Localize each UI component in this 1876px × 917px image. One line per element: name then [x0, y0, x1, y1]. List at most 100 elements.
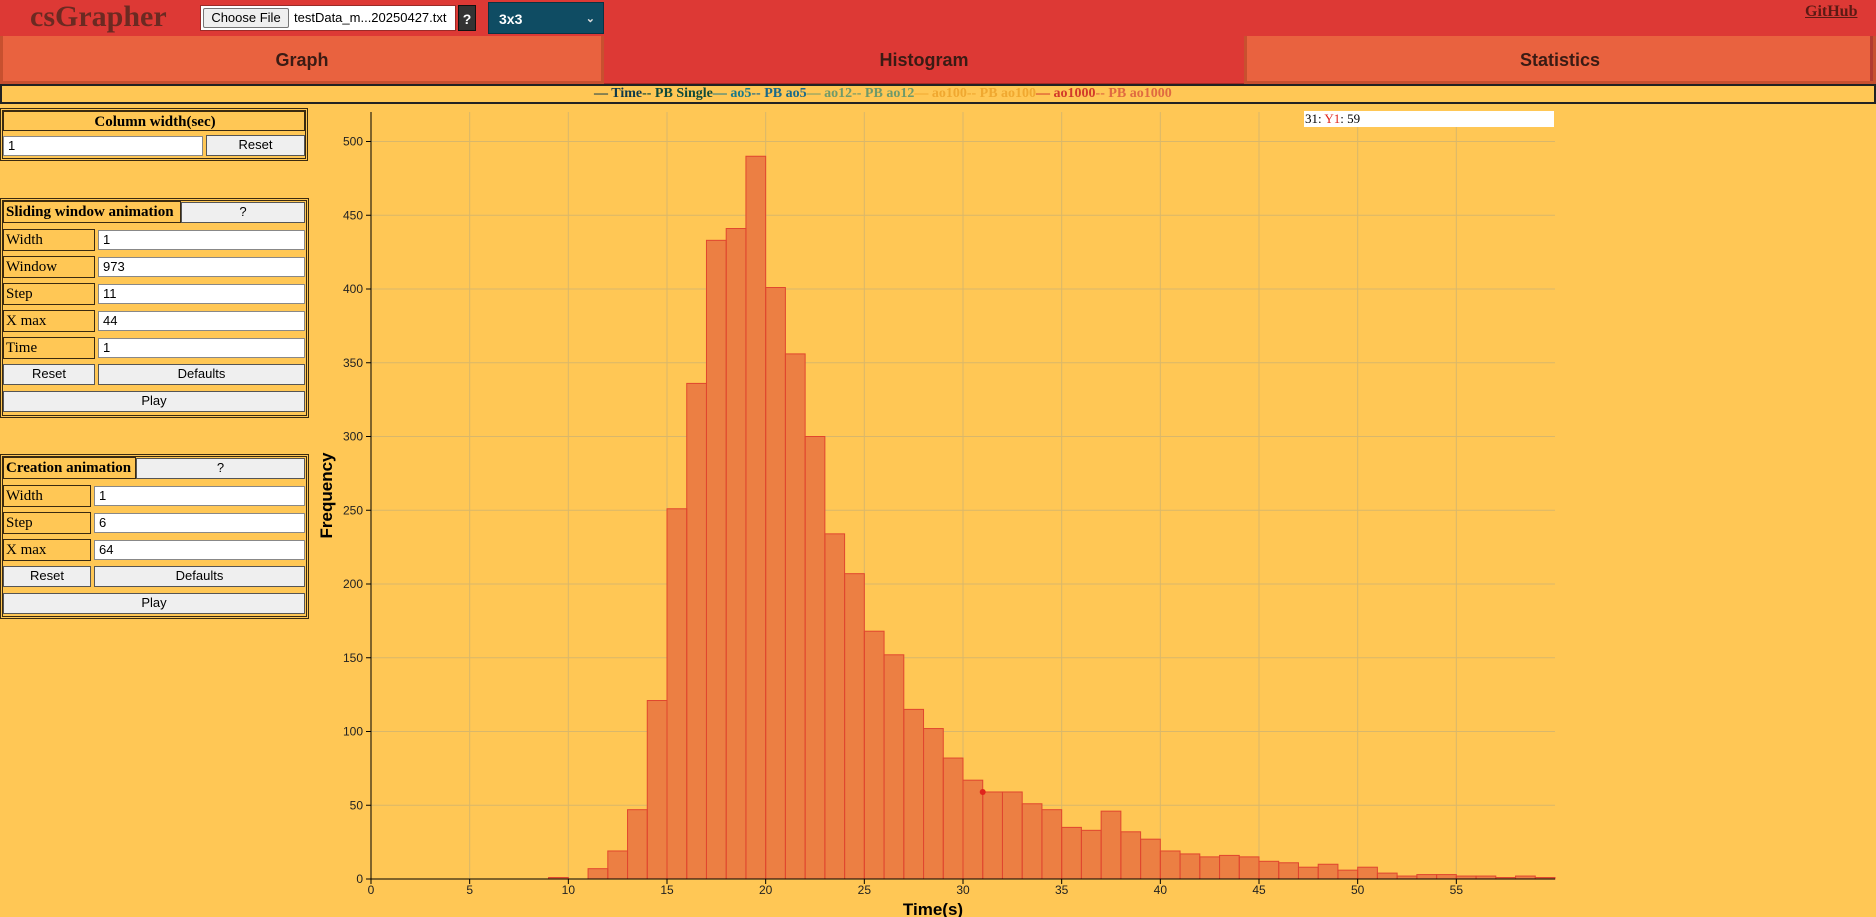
histogram-bar [765, 287, 786, 880]
tab-histogram[interactable]: Histogram [604, 36, 1244, 86]
sliding-reset-button[interactable]: Reset [3, 364, 95, 385]
histogram-bar [1001, 791, 1023, 880]
sliding-help-button[interactable]: ? [181, 202, 305, 223]
histogram-bar [942, 757, 964, 880]
legend-item: — ao5 [712, 86, 752, 101]
hover-sep: : [1318, 111, 1325, 126]
histogram-bar [1495, 877, 1517, 880]
column-width-reset-button[interactable]: Reset [206, 135, 305, 156]
histogram-bar [1297, 866, 1319, 880]
sliding-defaults-button[interactable]: Defaults [98, 364, 305, 385]
histogram-bar [1179, 853, 1201, 880]
y-tick-label: 150 [343, 651, 363, 665]
creation-defaults-button[interactable]: Defaults [94, 566, 305, 587]
legend-item: -- PB ao100 [966, 86, 1037, 101]
histogram-bar [962, 779, 984, 880]
histogram-bar [1041, 809, 1063, 880]
histogram-bar [1219, 854, 1240, 880]
sliding-width-label: Width [3, 229, 95, 251]
cube-size-select[interactable]: 3x3 ⌄ [488, 2, 604, 34]
hover-series: Y1 [1324, 111, 1341, 126]
sliding-window-label: Window [3, 256, 95, 278]
hover-x: 31 [1305, 111, 1318, 126]
histogram-bar [1120, 831, 1142, 880]
creation-help-button[interactable]: ? [136, 458, 305, 479]
histogram-bar [1436, 874, 1457, 880]
legend-item: — ao1000 [1036, 86, 1096, 101]
histogram-bar [1061, 826, 1082, 880]
legend-item: -- PB Single [642, 86, 713, 101]
x-tick-label: 30 [956, 883, 970, 897]
chevron-down-icon: ⌄ [585, 13, 595, 25]
y-tick-label: 300 [343, 430, 363, 444]
x-tick-label: 25 [858, 883, 872, 897]
x-tick-label: 45 [1252, 883, 1266, 897]
sliding-width-input[interactable]: 1 [98, 230, 305, 250]
histogram-bar [804, 436, 826, 880]
sliding-xmax-input[interactable]: 44 [98, 311, 305, 331]
histogram-bar [607, 850, 629, 880]
file-input[interactable]: Choose File testData_m...20250427.txt [200, 5, 456, 31]
sliding-window-panel [0, 198, 309, 418]
column-width-input[interactable]: 1 [3, 136, 203, 156]
legend-item: — ao100 [914, 86, 967, 101]
histogram-bar [1416, 874, 1438, 880]
legend-bar [0, 84, 1876, 104]
histogram-bar [1199, 856, 1221, 880]
y-tick-label: 400 [343, 282, 363, 296]
y-axis-title: Frequency [317, 452, 336, 539]
sliding-time-input[interactable]: 1 [98, 338, 305, 358]
y-tick-label: 50 [350, 798, 364, 812]
histogram-bar [587, 868, 609, 880]
tab-statistics[interactable]: Statistics [1244, 36, 1876, 84]
x-tick-label: 50 [1351, 883, 1365, 897]
histogram-bar [1238, 856, 1260, 880]
chart-legend: — Time-- PB Single— ao5-- PB ao5— ao12--… [594, 85, 1172, 103]
histogram-bar [863, 630, 885, 880]
x-tick-label: 35 [1055, 883, 1069, 897]
sliding-step-label: Step [3, 283, 95, 305]
histogram-bar [705, 239, 727, 880]
sliding-xmax-label: X max [3, 310, 95, 332]
histogram-bar [1475, 875, 1497, 880]
app-logo: csGrapher [30, 0, 167, 33]
histogram-bar [1515, 875, 1536, 880]
histogram-bar [1159, 850, 1181, 880]
creation-xmax-input[interactable]: 64 [94, 540, 305, 560]
creation-play-button[interactable]: Play [3, 593, 305, 614]
histogram-bar [1278, 862, 1299, 880]
tab-graph[interactable]: Graph [0, 36, 604, 84]
hover-colon: : [1340, 111, 1348, 126]
histogram-bar [1140, 838, 1161, 880]
legend-item: -- PB ao5 [751, 86, 807, 101]
hover-y: 59 [1347, 111, 1361, 126]
sliding-step-input[interactable]: 11 [98, 284, 305, 304]
sliding-play-button[interactable]: Play [3, 391, 305, 412]
legend-item: -- PB ao1000 [1095, 86, 1172, 101]
histogram-bar [824, 533, 846, 880]
y-tick-label: 100 [343, 725, 363, 739]
x-tick-label: 15 [660, 883, 674, 897]
histogram-bar [784, 353, 806, 880]
x-tick-label: 40 [1154, 883, 1168, 897]
histogram-bar [646, 700, 668, 880]
creation-reset-button[interactable]: Reset [3, 566, 91, 587]
creation-animation-title: Creation animation [3, 457, 136, 479]
x-axis-title: Time(s) [903, 900, 963, 917]
histogram-bar [1080, 829, 1102, 880]
creation-step-input[interactable]: 6 [94, 513, 305, 533]
histogram-bar [686, 382, 707, 880]
github-link[interactable]: GitHub [1805, 3, 1858, 20]
sliding-window-input[interactable]: 973 [98, 257, 305, 277]
choose-file-button[interactable]: Choose File [203, 8, 289, 28]
hover-point [979, 788, 986, 795]
legend-item: — Time [594, 86, 643, 101]
y-tick-label: 0 [356, 872, 363, 886]
creation-width-label: Width [3, 485, 91, 507]
histogram-bar [1357, 866, 1378, 880]
histogram-bar [1396, 875, 1418, 880]
creation-width-input[interactable]: 1 [94, 486, 305, 506]
file-help-button[interactable]: ? [458, 5, 476, 31]
x-tick-label: 55 [1450, 883, 1464, 897]
histogram-bar [1337, 869, 1359, 880]
